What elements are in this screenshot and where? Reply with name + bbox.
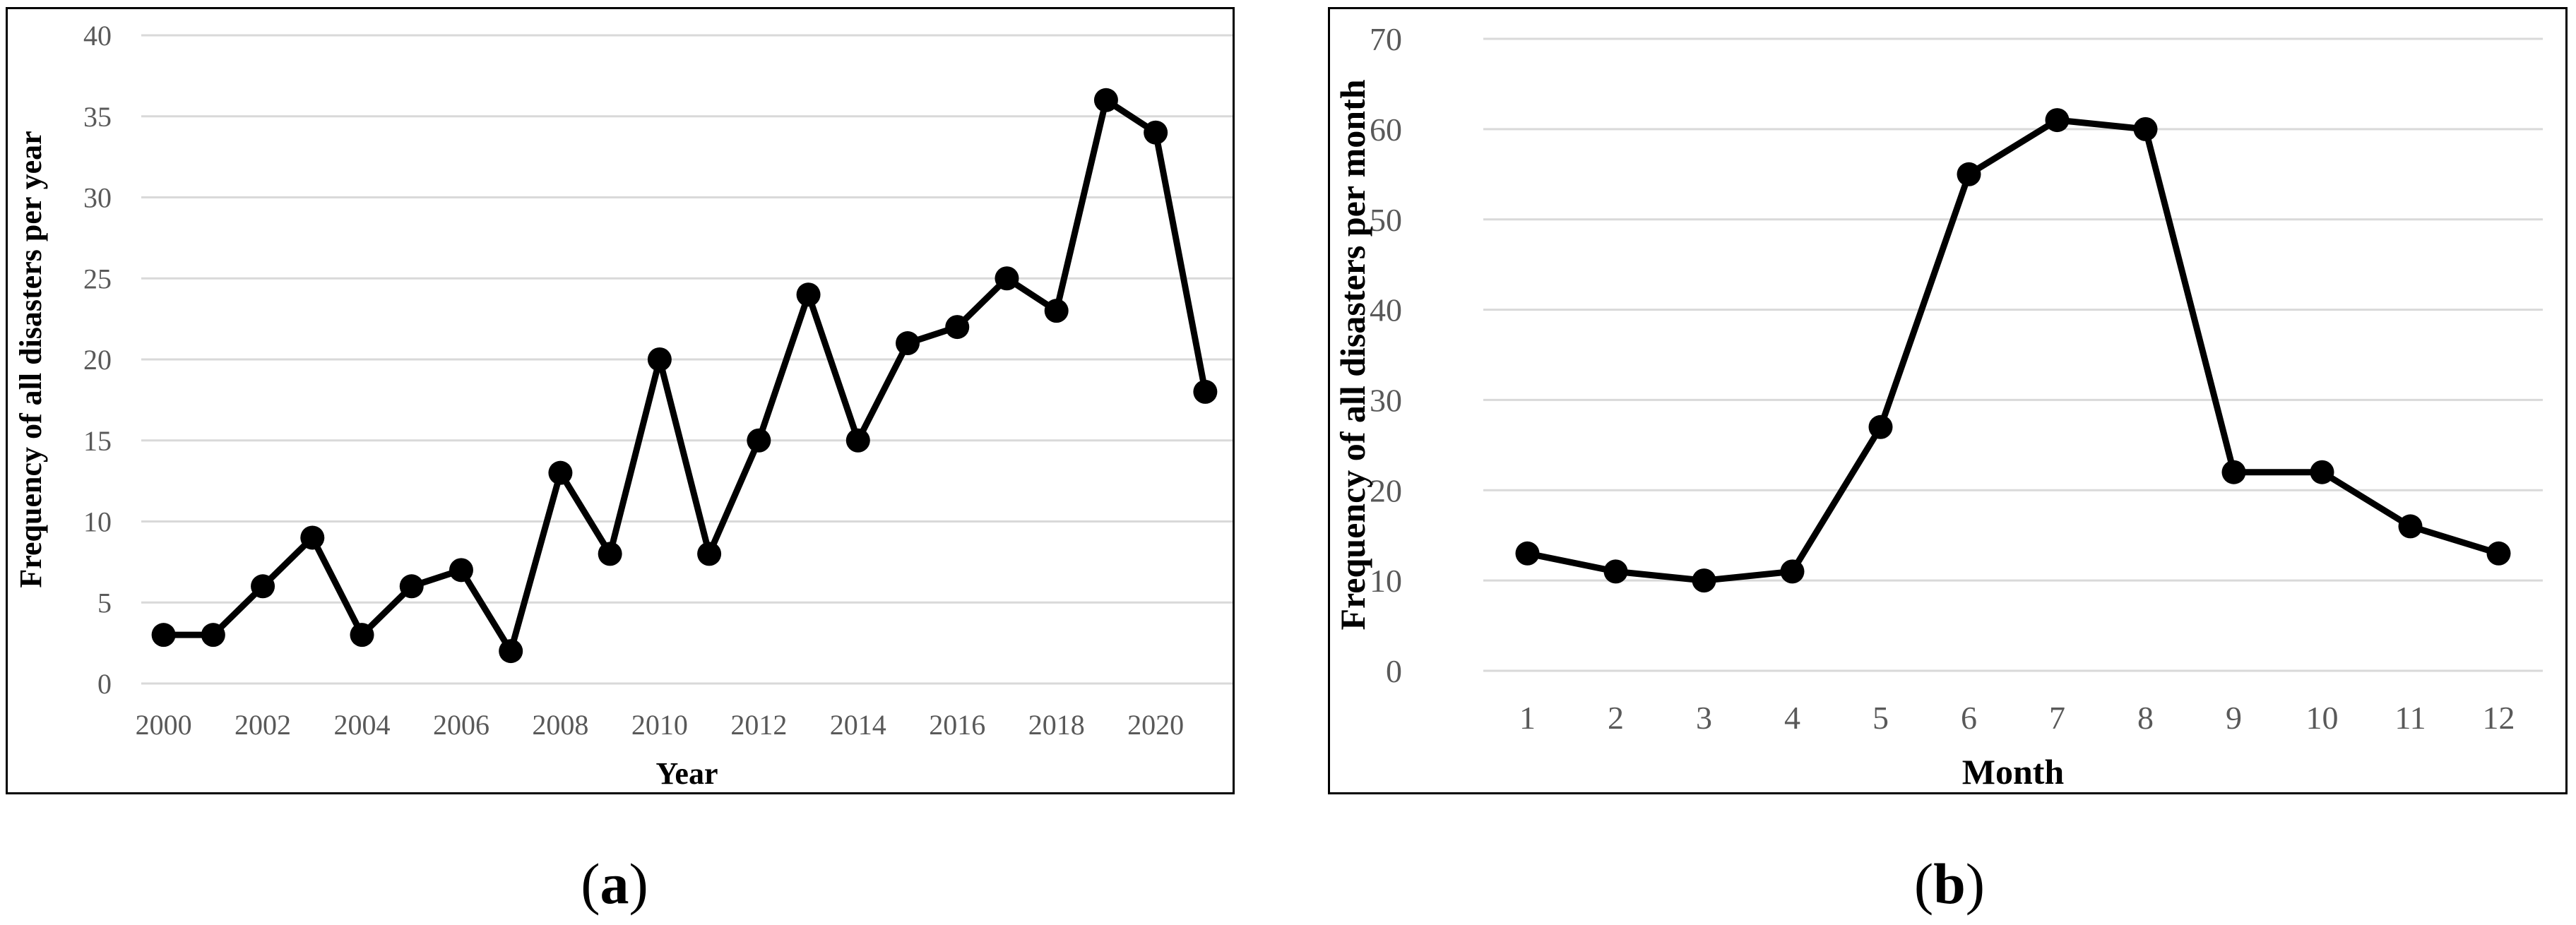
caption-b: (b) xyxy=(1913,852,1986,916)
a-x-tick-label-2014: 2014 xyxy=(830,709,886,741)
a-x-axis-title: Year xyxy=(656,756,718,791)
a-point-2021 xyxy=(1193,379,1218,404)
a-y-tick-label-20: 20 xyxy=(83,344,112,376)
a-y-tick-label-25: 25 xyxy=(83,263,112,294)
b-x-tick-label-2: 2 xyxy=(1608,700,1624,736)
b-point-1 xyxy=(1515,541,1540,566)
b-point-3 xyxy=(1692,568,1716,593)
a-x-tick-label-2002: 2002 xyxy=(235,709,291,741)
b-y-tick-label-0: 0 xyxy=(1386,653,1402,689)
b-point-10 xyxy=(2310,460,2334,484)
b-x-tick-label-5: 5 xyxy=(1872,700,1889,736)
a-point-2015 xyxy=(896,331,920,356)
a-point-2020 xyxy=(1144,120,1168,145)
a-x-tick-label-2006: 2006 xyxy=(433,709,489,741)
a-point-2005 xyxy=(399,574,424,599)
b-point-8 xyxy=(2133,117,2158,141)
a-point-2007 xyxy=(499,639,523,664)
a-y-tick-label-0: 0 xyxy=(97,668,112,700)
a-point-2013 xyxy=(796,282,821,307)
a-x-tick-label-2016: 2016 xyxy=(929,709,985,741)
a-x-tick-label-2020: 2020 xyxy=(1127,709,1184,741)
b-x-tick-label-3: 3 xyxy=(1696,700,1712,736)
a-point-2008 xyxy=(548,460,573,485)
b-y-tick-label-70: 70 xyxy=(1370,21,1402,57)
a-y-tick-label-30: 30 xyxy=(83,182,112,214)
b-x-axis-title: Month xyxy=(1962,752,2065,792)
a-point-2009 xyxy=(598,542,622,566)
a-point-2003 xyxy=(300,525,325,550)
b-point-2 xyxy=(1603,559,1628,584)
b-y-tick-label-40: 40 xyxy=(1370,292,1402,328)
a-point-2002 xyxy=(251,574,275,599)
b-x-tick-label-12: 12 xyxy=(2483,700,2515,736)
a-point-2004 xyxy=(350,623,374,648)
b-point-4 xyxy=(1780,559,1805,584)
a-point-2011 xyxy=(697,542,722,566)
b-x-tick-label-6: 6 xyxy=(1961,700,1977,736)
a-x-tick-label-2008: 2008 xyxy=(532,709,588,741)
b-x-tick-label-9: 9 xyxy=(2226,700,2242,736)
a-point-2000 xyxy=(151,623,176,648)
b-point-11 xyxy=(2398,514,2423,539)
a-x-tick-label-2012: 2012 xyxy=(730,709,787,741)
b-point-7 xyxy=(2045,108,2070,133)
caption-a-letter: a xyxy=(600,852,629,916)
a-x-tick-label-2018: 2018 xyxy=(1028,709,1085,741)
a-y-tick-label-10: 10 xyxy=(83,506,112,538)
b-y-tick-label-50: 50 xyxy=(1370,202,1402,238)
b-y-tick-label-30: 30 xyxy=(1370,383,1402,419)
a-point-2014 xyxy=(845,428,870,453)
b-y-tick-label-60: 60 xyxy=(1370,112,1402,148)
a-x-tick-label-2010: 2010 xyxy=(631,709,688,741)
a-point-2017 xyxy=(995,266,1019,291)
b-x-tick-label-7: 7 xyxy=(2049,700,2065,736)
b-x-tick-label-11: 11 xyxy=(2394,700,2426,736)
b-point-6 xyxy=(1957,162,1981,186)
b-x-tick-label-1: 1 xyxy=(1519,700,1536,736)
b-point-12 xyxy=(2486,541,2511,566)
a-y-axis-title: Frequency of all disasters per year xyxy=(13,131,48,587)
a-point-2016 xyxy=(945,315,970,340)
a-point-2010 xyxy=(647,347,672,371)
b-point-5 xyxy=(1868,414,1893,439)
a-point-2012 xyxy=(747,428,771,453)
a-series-line xyxy=(160,97,1209,655)
a-y-tick-label-15: 15 xyxy=(83,425,112,457)
a-point-2006 xyxy=(449,558,473,583)
b-x-tick-label-4: 4 xyxy=(1784,700,1800,736)
a-y-tick-label-35: 35 xyxy=(83,101,112,133)
caption-b-letter: b xyxy=(1933,852,1966,916)
a-x-tick-label-2004: 2004 xyxy=(334,709,391,741)
b-x-tick-label-10: 10 xyxy=(2306,700,2339,736)
a-x-tick-label-2000: 2000 xyxy=(136,709,192,741)
a-point-2018 xyxy=(1044,299,1069,323)
chart-a-frame xyxy=(6,7,1235,794)
a-point-2001 xyxy=(201,623,225,648)
a-y-tick-label-40: 40 xyxy=(83,20,112,52)
b-y-tick-label-10: 10 xyxy=(1370,563,1402,599)
caption-a: (a) xyxy=(581,852,648,916)
a-y-tick-label-5: 5 xyxy=(97,587,112,619)
a-point-2019 xyxy=(1093,88,1118,112)
b-point-9 xyxy=(2221,460,2246,484)
b-x-tick-label-8: 8 xyxy=(2137,700,2154,736)
b-y-tick-label-20: 20 xyxy=(1370,472,1402,508)
b-y-axis-title: Frequency of all disasters per month xyxy=(1333,79,1372,630)
b-series-line xyxy=(1524,117,2502,584)
